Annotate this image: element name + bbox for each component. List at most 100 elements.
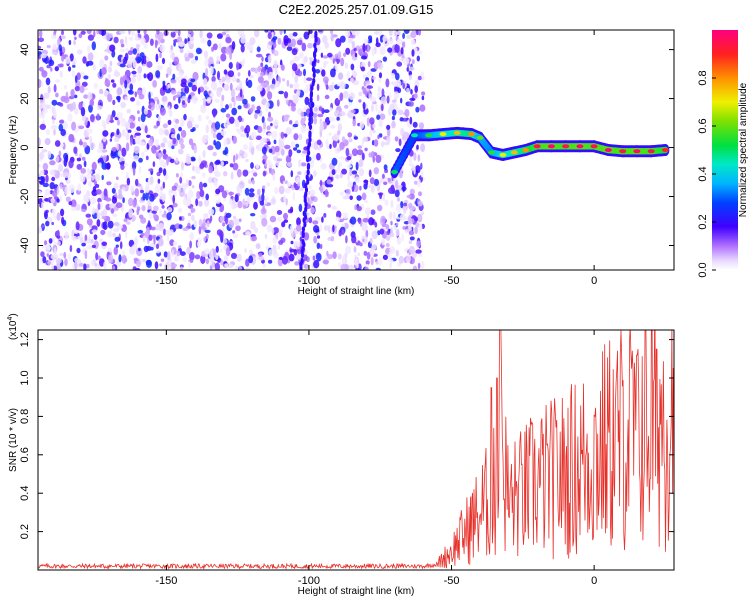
- noise-cell: [416, 240, 421, 248]
- noise-cell: [107, 74, 112, 80]
- noise-cell: [381, 142, 384, 147]
- noise-cell: [113, 182, 119, 190]
- noise-cell: [363, 183, 368, 190]
- noise-cell: [262, 185, 266, 190]
- noise-cell: [41, 201, 44, 210]
- noise-cell: [152, 80, 157, 88]
- noise-cell: [148, 104, 152, 110]
- noise-cell: [130, 76, 136, 84]
- noise-cell: [332, 251, 337, 259]
- noise-cell: [103, 188, 108, 197]
- noise-cell: [280, 64, 285, 71]
- noise-cell: [177, 41, 185, 47]
- noise-cell: [355, 108, 359, 114]
- noise-cell: [412, 121, 418, 128]
- noise-cell: [48, 238, 53, 244]
- noise-cell: [364, 266, 369, 270]
- noise-cell: [230, 171, 234, 180]
- noise-cell: [291, 48, 298, 56]
- noise-cell: [345, 47, 351, 55]
- noise-cell: [178, 126, 183, 132]
- noise-cell: [91, 41, 97, 51]
- noise-cell: [340, 263, 347, 270]
- noise-cell: [136, 208, 140, 216]
- heatmap-streaks: [299, 30, 318, 270]
- noise-cell: [380, 177, 385, 183]
- noise-cell: [273, 139, 277, 145]
- noise-cell: [322, 35, 328, 44]
- noise-cell: [345, 235, 348, 244]
- noise-cell: [204, 198, 210, 207]
- noise-cell: [49, 182, 55, 190]
- noise-cell: [211, 46, 215, 52]
- noise-cell: [126, 177, 131, 186]
- noise-cell: [111, 187, 116, 194]
- noise-cell: [212, 132, 217, 139]
- noise-cell: [87, 52, 94, 61]
- heatmap-noise: [38, 30, 426, 270]
- noise-cell: [291, 70, 295, 78]
- signal-point: [661, 148, 669, 152]
- noise-cell: [240, 150, 243, 154]
- signal-point: [453, 130, 461, 135]
- noise-cell: [188, 52, 194, 59]
- noise-cell: [55, 257, 62, 264]
- noise-cell: [59, 63, 64, 68]
- noise-cell: [266, 182, 270, 187]
- noise-cell: [104, 79, 111, 87]
- noise-cell: [363, 199, 369, 204]
- noise-cell: [202, 134, 208, 144]
- noise-cell: [100, 30, 107, 36]
- noise-cell: [408, 66, 415, 71]
- noise-cell: [232, 218, 236, 223]
- noise-cell: [156, 30, 160, 35]
- noise-cell: [46, 128, 50, 136]
- noise-cell: [107, 247, 112, 253]
- noise-cell: [316, 139, 322, 146]
- noise-cell: [136, 100, 141, 107]
- noise-cell: [247, 79, 253, 89]
- noise-cell: [381, 173, 385, 179]
- noise-cell: [82, 56, 87, 64]
- noise-cell: [149, 246, 154, 251]
- noise-cell: [358, 91, 363, 97]
- noise-cell: [267, 162, 273, 169]
- noise-cell: [359, 121, 365, 129]
- noise-cell: [334, 146, 341, 154]
- noise-cell: [341, 136, 346, 143]
- noise-cell: [53, 247, 57, 256]
- noise-cell: [81, 81, 88, 87]
- noise-cell: [119, 63, 126, 68]
- noise-cell: [250, 162, 254, 169]
- noise-cell: [386, 135, 391, 144]
- noise-cell: [171, 133, 175, 139]
- noise-cell: [88, 169, 93, 175]
- noise-cell: [141, 151, 145, 158]
- noise-cell: [330, 30, 334, 35]
- noise-cell: [361, 203, 364, 211]
- noise-cell: [409, 236, 415, 241]
- noise-cell: [54, 66, 59, 72]
- noise-cell: [208, 208, 215, 215]
- noise-cell: [310, 143, 315, 148]
- noise-cell: [212, 109, 216, 118]
- noise-cell: [254, 67, 259, 74]
- signal-point: [411, 133, 418, 138]
- noise-cell: [267, 141, 271, 146]
- noise-cell: [61, 30, 64, 35]
- noise-cell: [381, 103, 384, 112]
- noise-cell: [404, 229, 409, 234]
- noise-cell: [173, 56, 180, 65]
- noise-cell: [297, 171, 302, 175]
- noise-cell: [249, 188, 255, 193]
- noise-cell: [248, 255, 254, 264]
- x-tick-label: -150: [155, 275, 177, 287]
- noise-cell: [187, 82, 193, 88]
- noise-cell: [128, 197, 134, 207]
- noise-cell: [65, 196, 71, 202]
- noise-cell: [396, 38, 403, 46]
- noise-cell: [161, 95, 168, 102]
- noise-cell: [181, 182, 187, 192]
- noise-cell: [70, 199, 77, 208]
- noise-cell: [231, 107, 238, 116]
